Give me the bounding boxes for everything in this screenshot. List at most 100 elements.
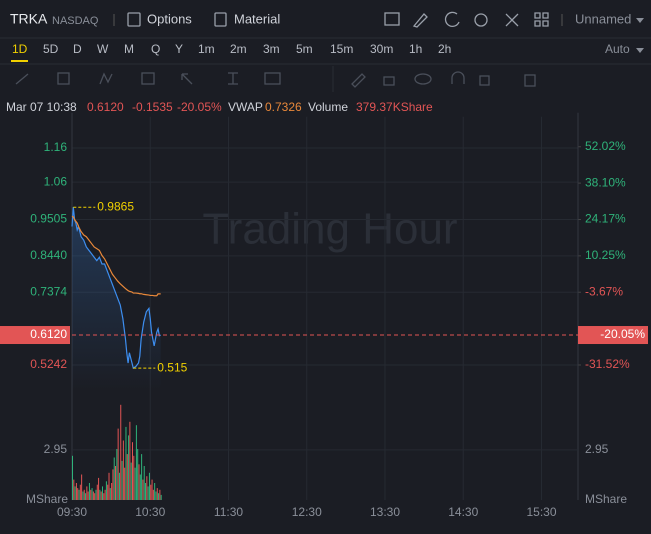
tool-copy[interactable] [479,75,490,86]
crosshair-box [578,326,648,345]
period-tab[interactable]: 2h [438,42,451,56]
volume-bar [113,457,115,500]
volume-bar [156,488,158,500]
info-volume-label: Volume [308,100,348,114]
volume-bar [75,483,77,500]
x-tick-label: 10:30 [135,505,165,519]
tool-lock[interactable] [383,76,395,86]
volume-bar [121,460,123,500]
period-tab[interactable]: 5D [43,42,59,56]
material-button[interactable]: Material [214,11,280,27]
period-tab[interactable]: 2m [230,42,247,56]
tool-arrow[interactable] [181,73,193,85]
crosshair-price: 0.6120 [30,327,67,341]
volume-bar [112,469,114,500]
volume-bar [128,435,130,500]
volume-bar [91,488,93,500]
period-bar: Auto 1D 5D D W M Q Y 1m 2m 3m 5m 15m 30m 1h 2h [11,42,644,62]
layout-name[interactable]: Unnamed [575,11,631,26]
options-button[interactable]: Options [127,11,192,27]
period-tab[interactable]: Q [151,42,160,56]
period-tab[interactable]: 5m [296,42,313,56]
volume-bar [108,472,110,500]
volume-bar [158,493,160,500]
y2-tick-label: 10.25% [585,248,626,262]
fullscreen-icon[interactable] [505,13,519,27]
volume-bar [82,491,84,500]
min-label: 0.515 [157,360,187,374]
tool-pen[interactable] [351,73,366,88]
options-label[interactable]: Options [147,11,192,26]
max-label: 0.9865 [97,199,134,213]
info-vwap-label: VWAP [228,100,263,114]
tool-pattern[interactable] [99,72,113,85]
watermark: Trading Hour [202,205,457,254]
tool-rect[interactable] [57,72,70,85]
volume-bar [116,449,118,500]
info-bar: Mar 07 10:38 0.6120 -0.1535 -20.05% VWAP… [6,100,433,114]
volume-bar [152,489,154,500]
tool-visible[interactable] [414,73,432,85]
volume-bar [122,440,124,500]
period-tab[interactable]: M [124,42,134,56]
info-volume: 379.37KShare [356,100,433,114]
period-tab[interactable]: Y [175,42,183,56]
material-label[interactable]: Material [234,11,280,26]
refresh-icon[interactable] [444,11,460,28]
volume-bar [83,489,85,500]
tool-magnet[interactable] [451,71,465,84]
volume-bar [124,467,126,500]
period-tab[interactable]: D [73,42,82,56]
period-tab[interactable]: 15m [330,42,353,56]
y2-tick-label: 52.02% [585,139,626,153]
period-tab[interactable]: W [97,42,109,56]
tool-text[interactable] [228,72,238,85]
volume-bar [72,455,73,500]
edit-icon[interactable] [412,13,428,28]
period-tab[interactable]: 30m [370,42,393,56]
x-tick-label: 13:30 [370,505,400,519]
volume-bar [117,428,119,500]
volume-bar [142,479,144,500]
y-tick-label: 0.5242 [30,357,67,371]
volume-bar [146,476,148,500]
period-tab[interactable]: 1h [409,42,422,56]
volume-bar [131,442,133,500]
volume-bar [88,483,90,500]
volume-bar [135,425,137,500]
tool-note[interactable] [264,72,281,85]
period-tab[interactable]: 1m [198,42,215,56]
volume-bar [79,484,81,500]
volume-bar [141,454,143,500]
volume-unit: MShare [585,492,627,506]
volume-bar [85,493,87,500]
volume-bar [104,489,106,500]
dropdown-arrow[interactable] [636,18,644,23]
tool-delete[interactable] [524,74,536,87]
tool-line[interactable] [15,73,29,85]
volume-bar [95,489,97,500]
volume-bar [105,481,107,500]
info-change: -0.1535 [132,100,173,114]
volume-bar [120,404,122,500]
info-vwap: 0.7326 [265,100,302,114]
y2-tick-label: 24.17% [585,212,626,226]
layout-icon[interactable] [534,12,549,27]
y-tick-label: 1.06 [44,174,68,188]
chart-icon[interactable] [384,12,400,26]
volume-bar [90,489,92,500]
settings-icon[interactable] [474,13,488,27]
volume-bar [73,479,75,500]
drawing-tools [15,66,536,92]
x-tick-label: 14:30 [448,505,478,519]
auto-mode[interactable]: Auto [605,42,630,56]
period-tab[interactable]: 3m [263,42,280,56]
dropdown-arrow[interactable] [636,48,644,53]
tool-measure[interactable] [141,72,155,85]
period-tab[interactable]: 1D [12,42,28,56]
volume-bar [81,474,83,500]
volume-bar [98,477,100,500]
x-tick-label: 11:30 [214,505,243,519]
volume-bar [118,472,120,500]
